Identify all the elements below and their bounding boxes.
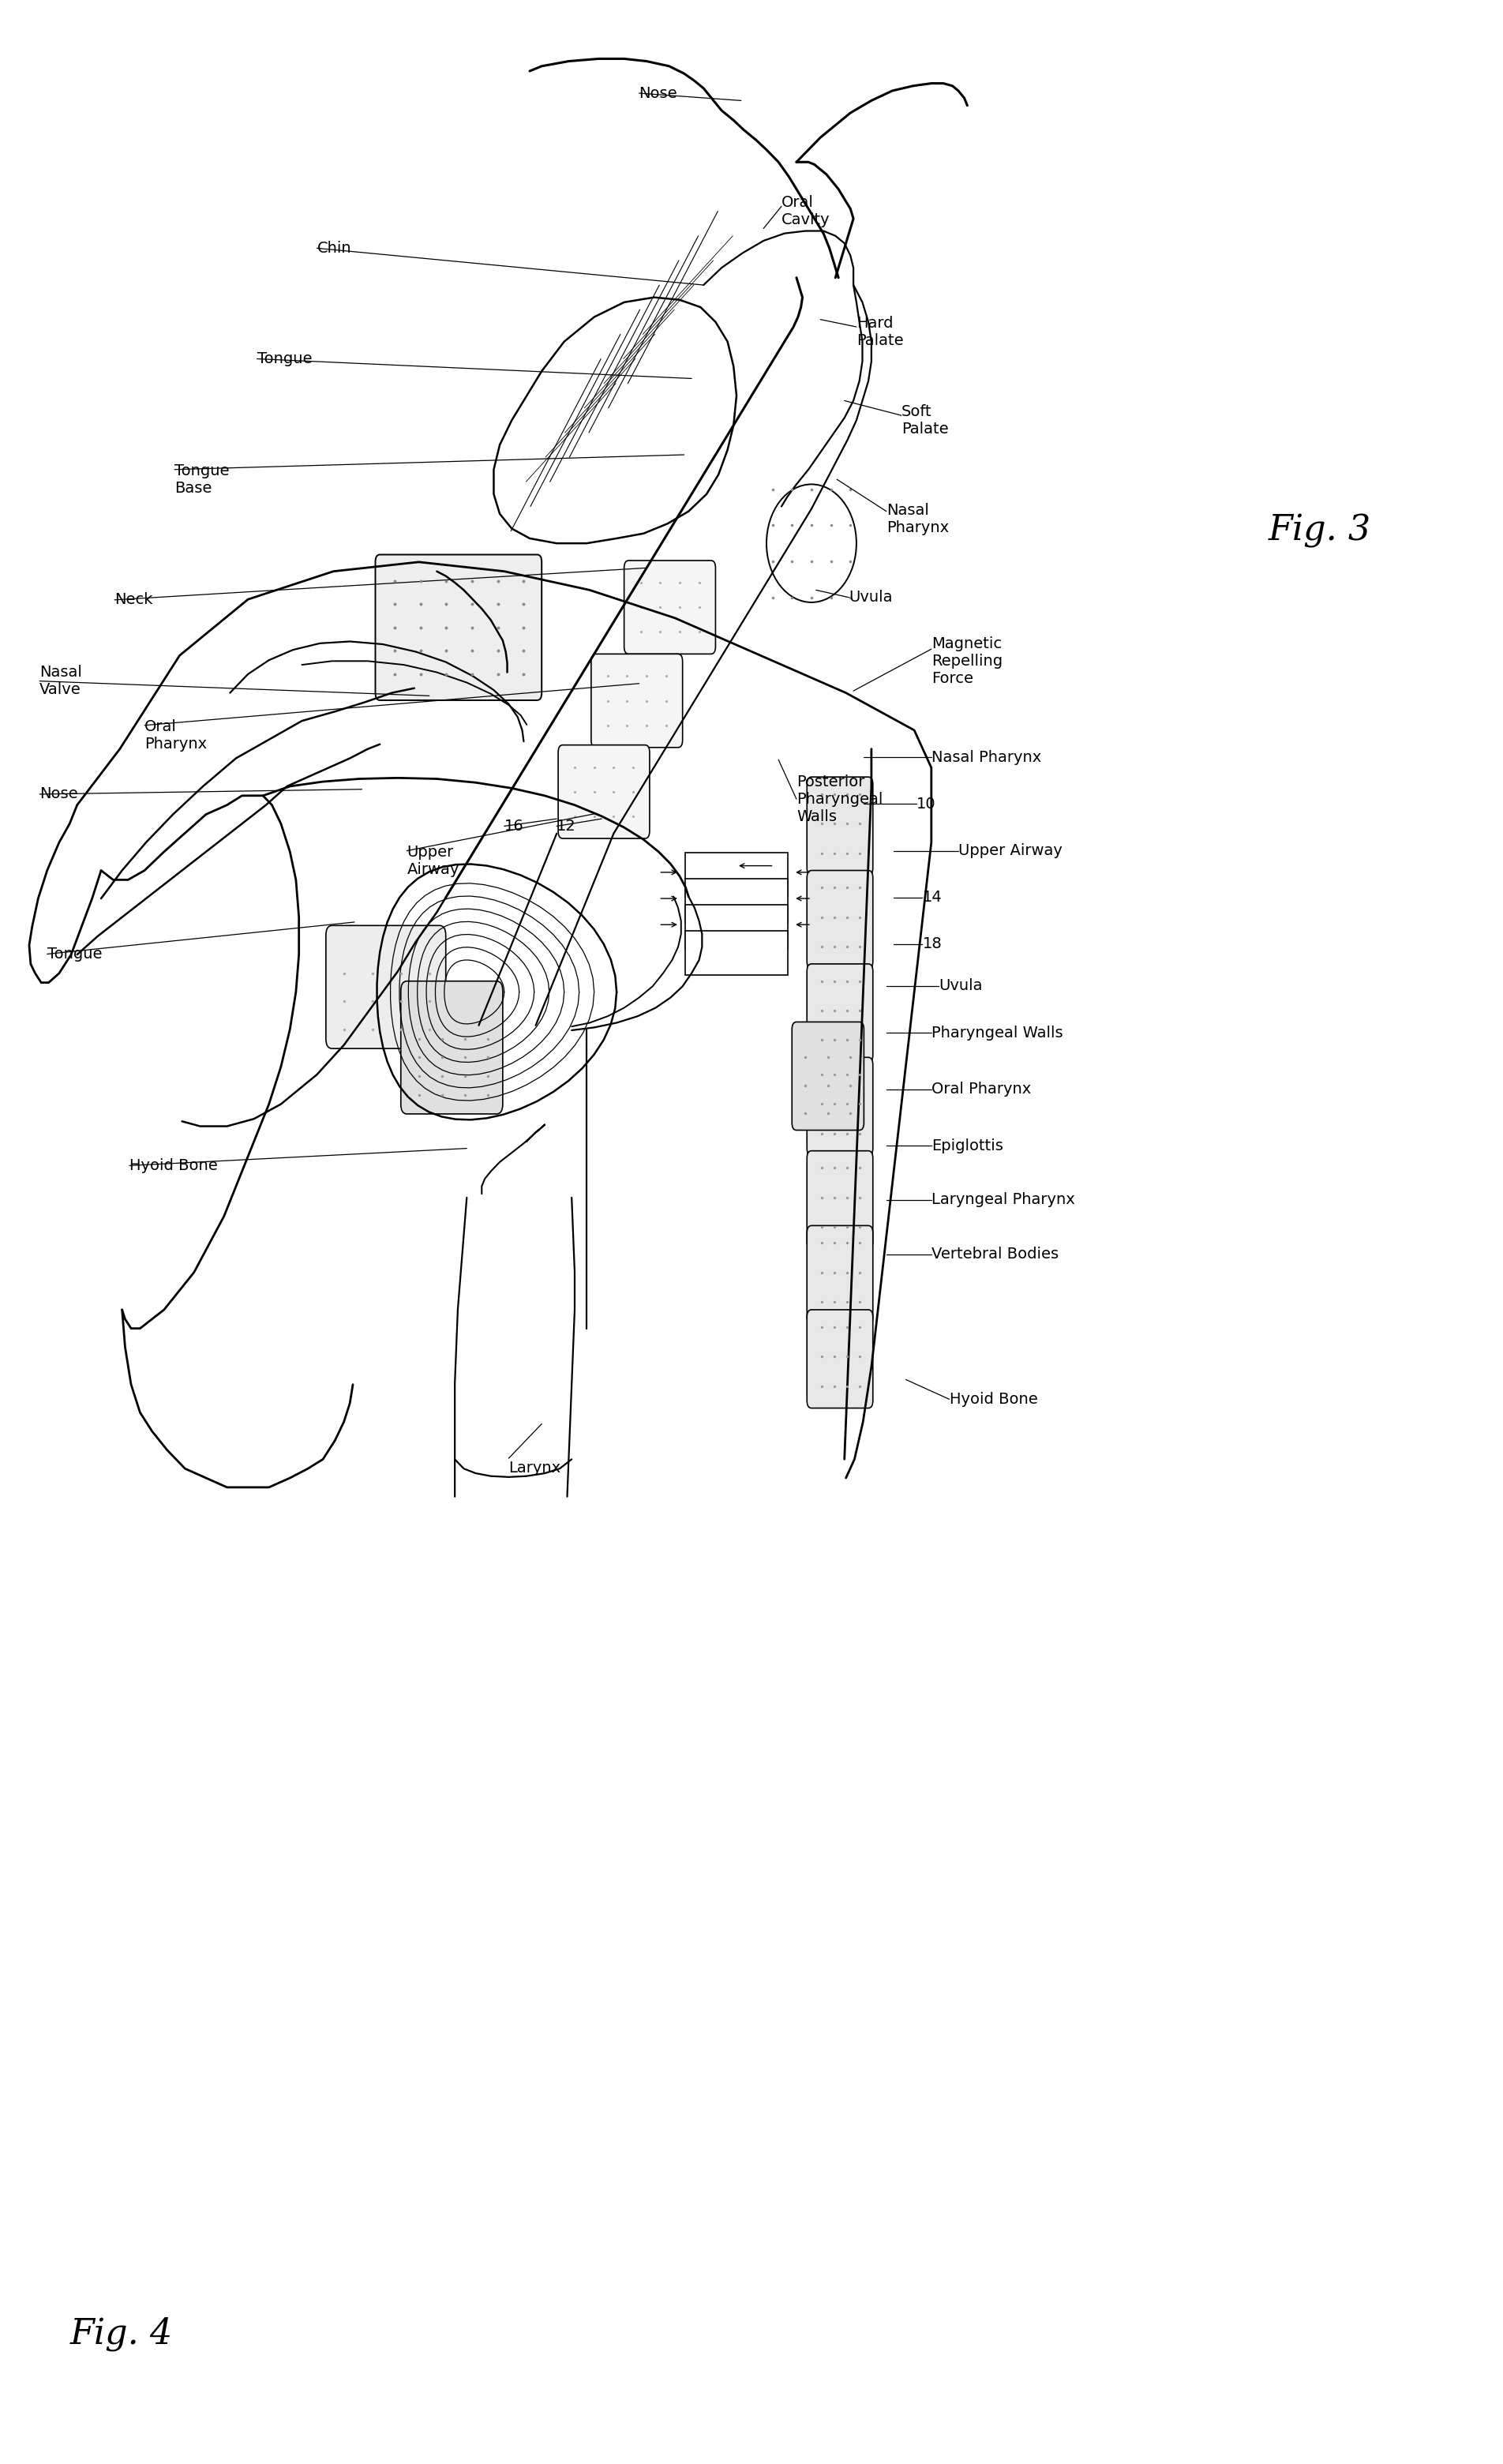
Text: Nasal
Valve: Nasal Valve <box>39 665 83 697</box>
Text: Uvula: Uvula <box>939 978 983 993</box>
Bar <box>685 880 788 924</box>
FancyBboxPatch shape <box>807 776 873 875</box>
Text: 14: 14 <box>923 890 942 904</box>
Text: Upper Airway: Upper Airway <box>959 843 1063 857</box>
Text: Hyoid Bone: Hyoid Bone <box>129 1158 218 1173</box>
Text: Hard
Palate: Hard Palate <box>857 315 903 347</box>
FancyBboxPatch shape <box>792 1023 864 1131</box>
Text: Hyoid Bone: Hyoid Bone <box>950 1392 1037 1407</box>
Text: 16: 16 <box>504 818 523 833</box>
FancyBboxPatch shape <box>807 963 873 1062</box>
FancyBboxPatch shape <box>558 744 649 838</box>
Bar <box>685 931 788 976</box>
Text: Pharyngeal Walls: Pharyngeal Walls <box>932 1025 1063 1040</box>
Text: Laryngeal Pharynx: Laryngeal Pharynx <box>932 1193 1075 1207</box>
Text: Chin: Chin <box>317 241 352 256</box>
FancyBboxPatch shape <box>591 653 682 747</box>
Text: 18: 18 <box>923 936 942 951</box>
Text: Upper
Airway: Upper Airway <box>407 845 460 877</box>
Text: Oral
Pharynx: Oral Pharynx <box>144 719 207 752</box>
Text: Soft
Palate: Soft Palate <box>902 404 948 436</box>
Text: Magnetic
Repelling
Force: Magnetic Repelling Force <box>932 636 1003 687</box>
FancyBboxPatch shape <box>807 1225 873 1323</box>
FancyBboxPatch shape <box>401 981 502 1114</box>
Text: Nose: Nose <box>639 86 678 101</box>
Text: Fig. 4: Fig. 4 <box>69 2316 173 2351</box>
Text: Tongue
Base: Tongue Base <box>174 463 230 495</box>
FancyBboxPatch shape <box>807 870 873 968</box>
Text: Oral Pharynx: Oral Pharynx <box>932 1082 1031 1096</box>
Text: Posterior
Pharyngeal
Walls: Posterior Pharyngeal Walls <box>797 774 882 823</box>
Text: 10: 10 <box>917 796 936 811</box>
FancyBboxPatch shape <box>807 1311 873 1407</box>
Text: Oral
Cavity: Oral Cavity <box>782 195 830 227</box>
Text: Fig. 3: Fig. 3 <box>1269 515 1371 547</box>
Bar <box>685 904 788 949</box>
Text: Uvula: Uvula <box>849 589 893 606</box>
Text: Epiglottis: Epiglottis <box>932 1138 1003 1153</box>
Text: Nasal Pharynx: Nasal Pharynx <box>932 749 1042 764</box>
Bar <box>685 853 788 897</box>
FancyBboxPatch shape <box>807 1057 873 1156</box>
Text: Nose: Nose <box>39 786 78 801</box>
Text: Nasal
Pharynx: Nasal Pharynx <box>887 503 948 535</box>
Text: Tongue: Tongue <box>47 946 102 961</box>
FancyBboxPatch shape <box>326 926 446 1050</box>
Text: Neck: Neck <box>114 591 153 609</box>
Text: 12: 12 <box>556 818 576 833</box>
FancyBboxPatch shape <box>624 559 715 653</box>
Text: Tongue: Tongue <box>257 352 311 367</box>
FancyBboxPatch shape <box>376 554 541 700</box>
Text: Vertebral Bodies: Vertebral Bodies <box>932 1247 1058 1262</box>
Text: Larynx: Larynx <box>508 1461 561 1476</box>
FancyBboxPatch shape <box>807 1151 873 1249</box>
